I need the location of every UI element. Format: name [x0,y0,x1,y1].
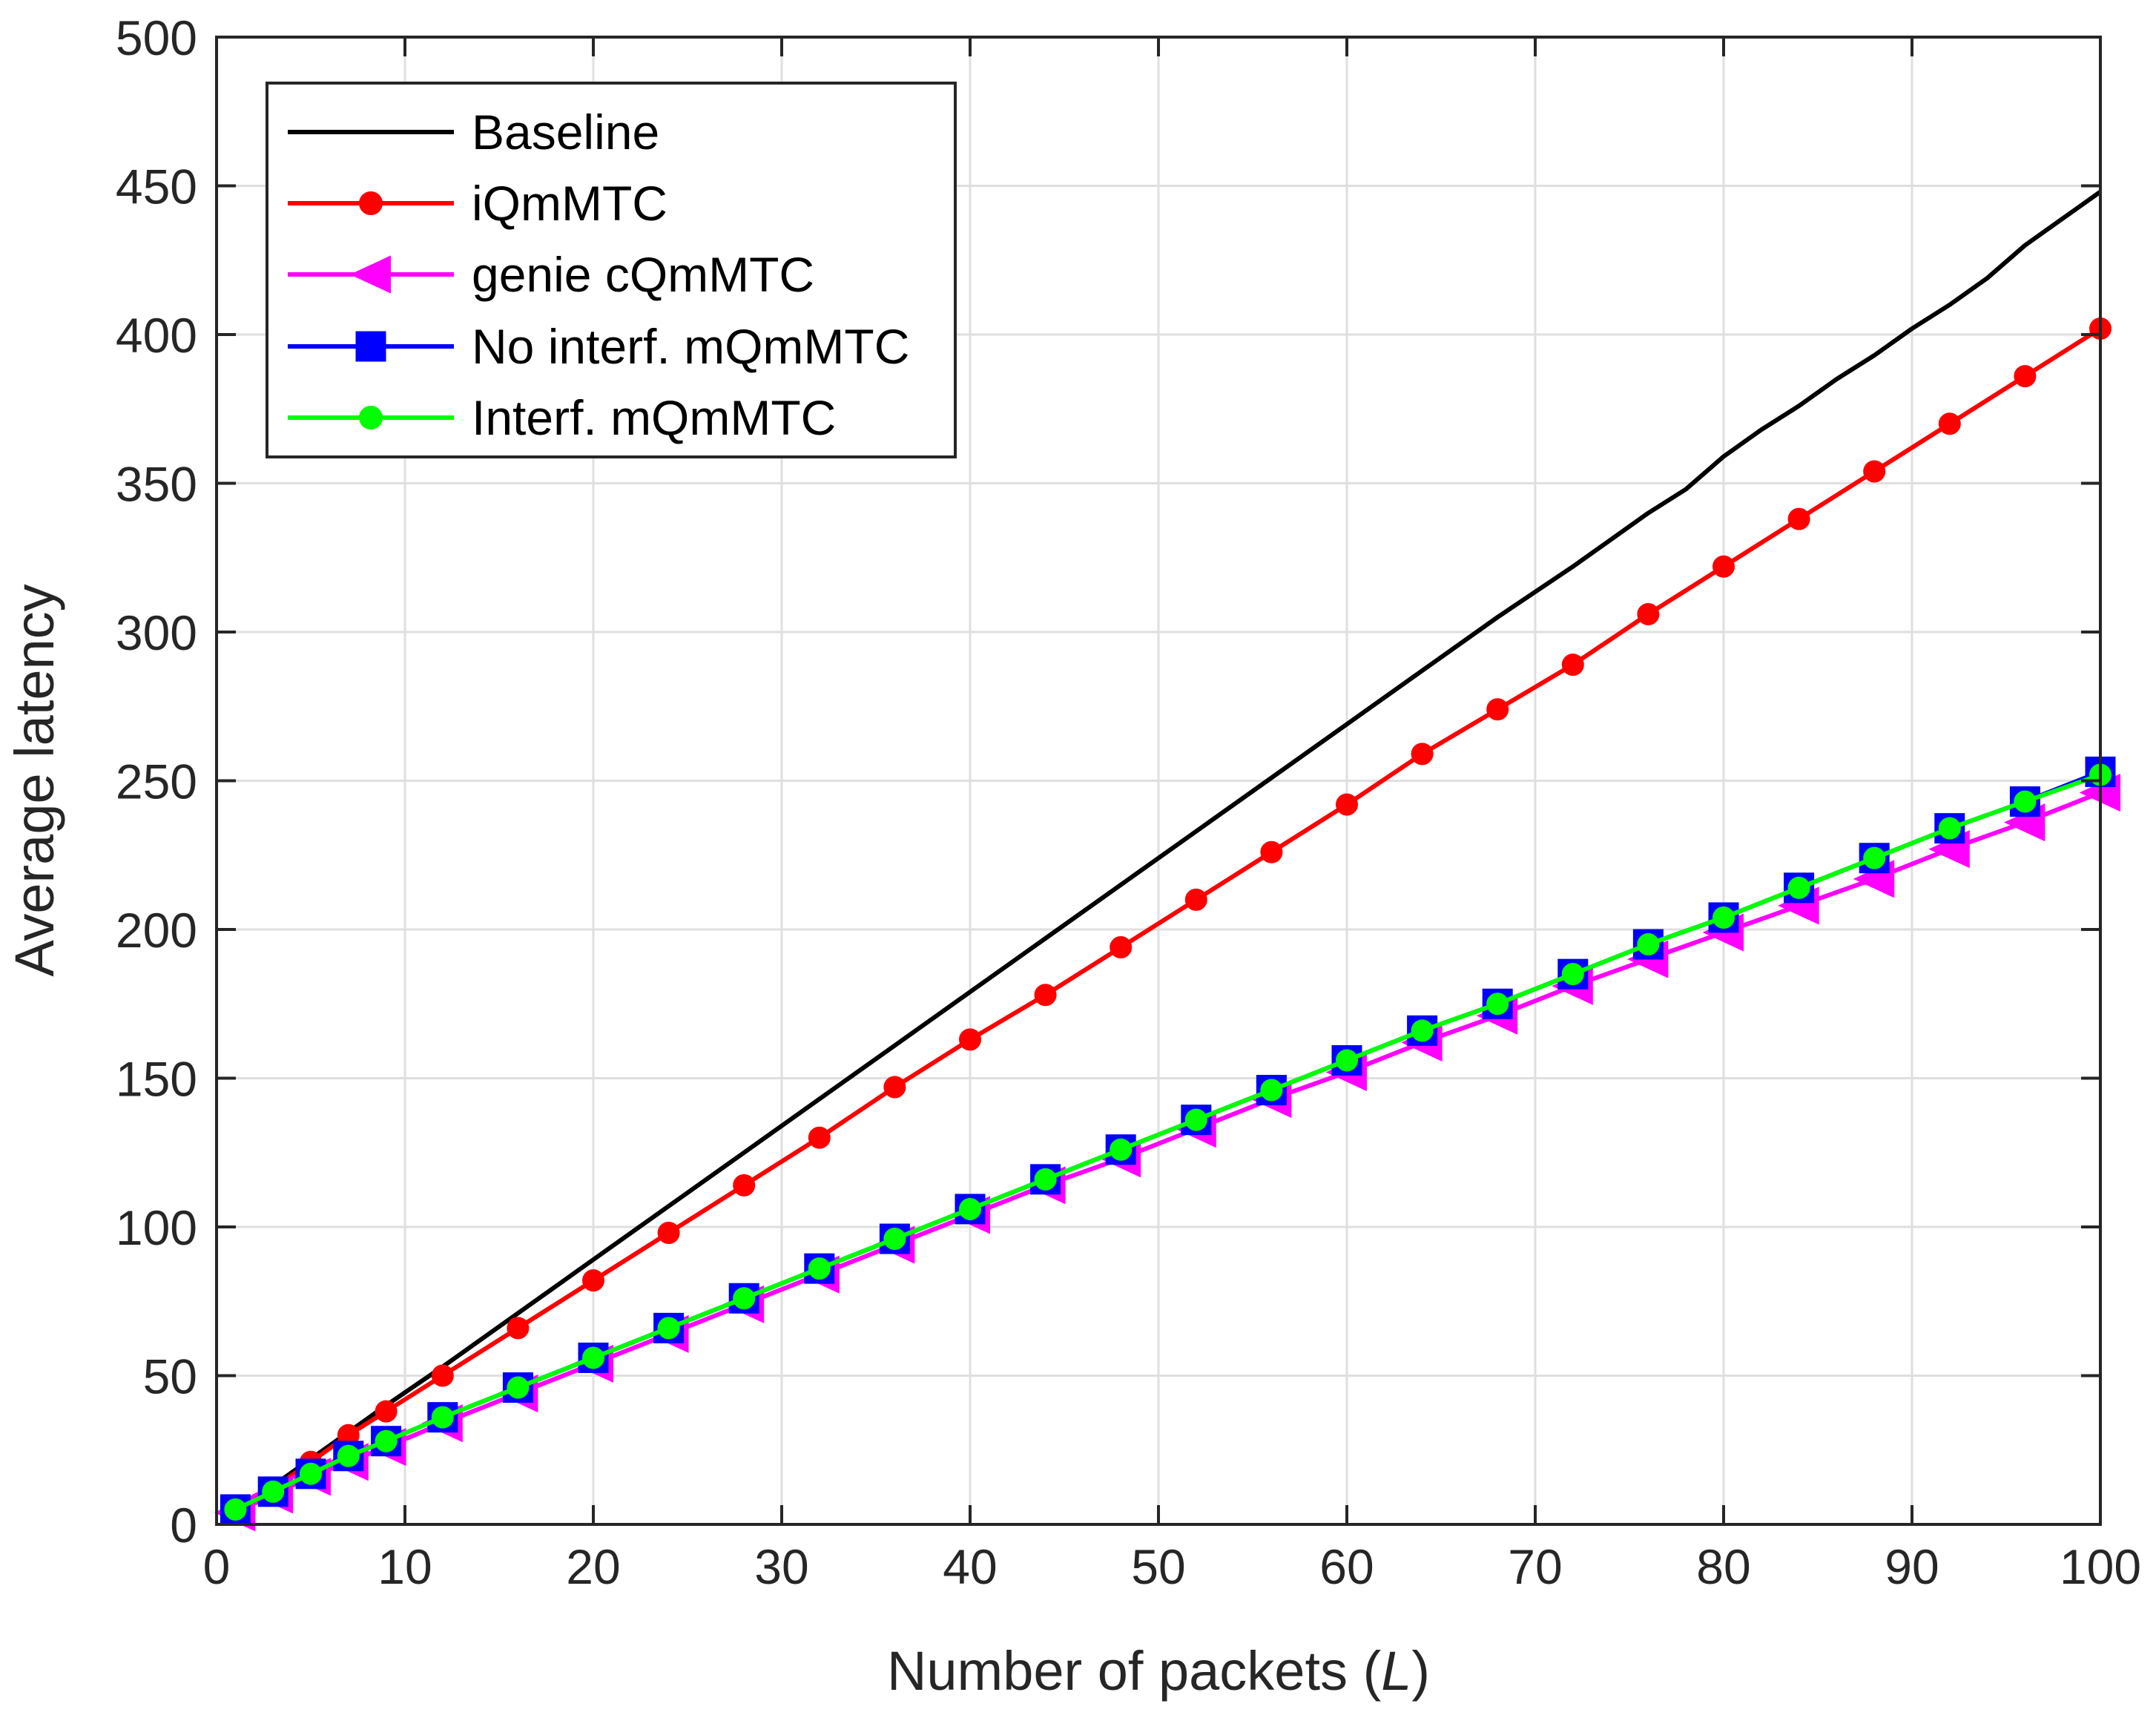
data-point [1336,1049,1358,1072]
data-point [657,1222,680,1245]
data-point [1486,993,1509,1016]
legend-marker [349,255,391,294]
y-axis-title: Average latency [4,584,65,976]
data-point [375,1400,398,1423]
x-tick-label: 60 [1319,1539,1374,1594]
data-point [431,1406,454,1429]
data-point [883,1076,906,1099]
data-point [1863,846,1886,869]
legend-marker [359,191,383,215]
data-point [1486,698,1509,721]
data-point [1637,933,1660,956]
data-point [1034,984,1057,1007]
data-point [1712,555,1735,578]
series-line [234,772,2102,1512]
y-tick-label: 300 [116,605,197,660]
legend-label: Baseline [472,105,659,159]
data-point [959,1028,981,1051]
data-point [1336,793,1358,816]
series-baseline [234,190,2102,1513]
series-line [234,190,2102,1513]
data-point [375,1429,398,1452]
y-tick-label: 500 [116,10,197,65]
data-point [1184,1108,1207,1131]
data-point [1787,876,1810,899]
data-point [1938,412,1961,435]
data-point [1110,1138,1133,1161]
x-tick-label: 90 [1885,1539,1939,1594]
data-point [1712,906,1735,929]
x-tick-label: 40 [943,1539,997,1594]
data-point [1184,888,1207,911]
x-tick-label: 80 [1696,1539,1750,1594]
data-point [1863,460,1886,483]
data-point [224,1498,247,1521]
legend-label: No interf. mQmMTC [472,319,909,374]
data-point [1411,1019,1434,1042]
legend-label: Interf. mQmMTC [472,390,836,445]
data-point [1561,963,1584,986]
data-point [337,1444,360,1467]
data-point [582,1269,604,1292]
y-tick-label: 150 [116,1052,197,1107]
x-tick-label: 10 [378,1539,432,1594]
data-point [733,1287,756,1310]
data-point [808,1257,831,1280]
y-tick-label: 50 [143,1349,197,1404]
x-tick-label: 30 [754,1539,808,1594]
x-axis-title: Number of packets (L) [887,1640,1430,1702]
data-point [431,1364,454,1387]
legend-item: No interf. mQmMTC [288,319,909,374]
data-point [733,1174,756,1197]
data-point [1034,1168,1057,1191]
data-point [959,1197,981,1220]
data-point [1938,817,1961,840]
data-point [2014,365,2037,388]
data-point [507,1376,530,1399]
legend-item: Interf. mQmMTC [288,390,836,445]
data-point [582,1346,604,1369]
ticks: 0 10 20 30 40 50 60 70 80 90 100 0 50 100 150 200 250 300… [116,10,2141,1594]
x-tick-label: 20 [566,1539,620,1594]
series-line [234,790,2102,1515]
data-point [1260,840,1283,863]
data-point [262,1480,285,1503]
legend-marker [355,331,386,362]
legend-marker [359,406,383,430]
legend-item: Baseline [288,105,659,159]
y-tick-label: 250 [116,754,197,809]
x-tick-label: 0 [203,1539,231,1594]
y-tick-label: 350 [116,457,197,512]
data-point [657,1317,680,1340]
data-point [2014,790,2037,813]
y-tick-label: 450 [116,159,197,214]
y-tick-label: 400 [116,308,197,363]
data-point [1637,602,1660,625]
legend-item: iQmMTC [288,176,667,231]
y-tick-label: 100 [116,1200,197,1255]
y-tick-label: 200 [116,903,197,958]
data-point [1110,936,1133,959]
data-point [1561,654,1584,677]
x-tick-label: 70 [1508,1539,1562,1594]
data-point [507,1317,530,1340]
legend-label: iQmMTC [472,176,667,231]
x-tick-label: 50 [1131,1539,1185,1594]
data-point [300,1462,322,1485]
legend-label: genie cQmMTC [472,247,814,302]
x-tick-label: 100 [2060,1539,2141,1594]
data-point [1411,743,1434,766]
legend: Baseline iQmMTC genie cQmMTC No interf. mQm… [266,82,957,458]
series-layer [214,190,2120,1532]
data-point [1787,507,1810,530]
data-point [883,1228,906,1251]
legend-item: genie cQmMTC [288,247,814,302]
y-tick-label: 0 [170,1498,197,1553]
series-interf-mqmmtc [224,763,2112,1521]
series-line [234,326,2102,1512]
data-point [808,1126,831,1149]
x-axis-symbol: L [1381,1640,1411,1702]
data-point [1260,1079,1283,1102]
